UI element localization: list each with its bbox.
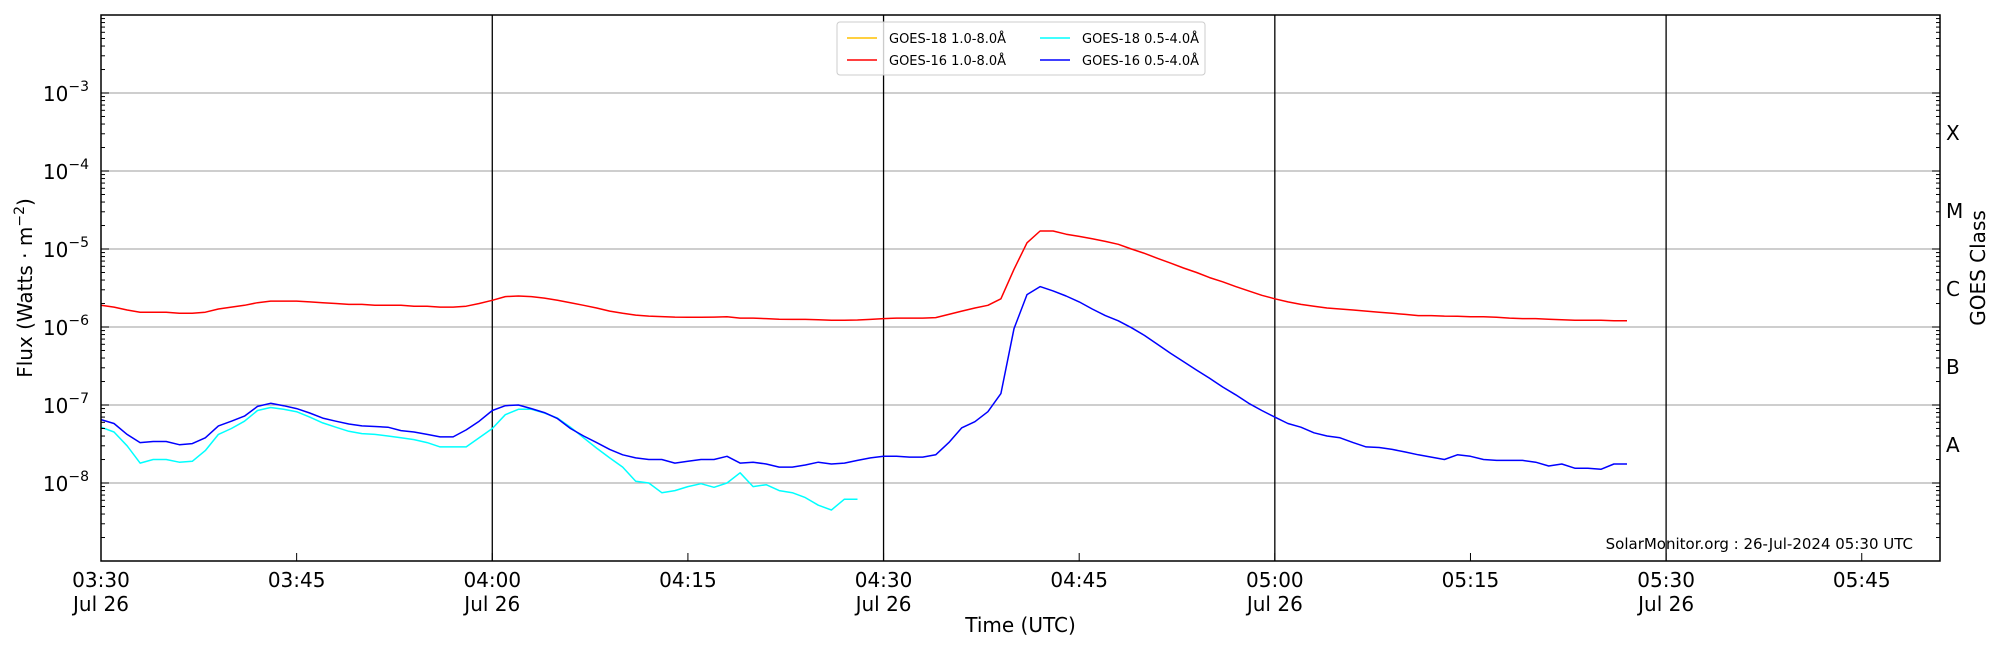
grid [101, 92, 1940, 484]
y-tick-base: 10 [43, 238, 68, 262]
x-tick-date: Jul 26 [854, 592, 912, 616]
x-tick-time: 04:30 [855, 568, 913, 592]
y-tick-base: 10 [43, 160, 68, 184]
x-tick-time: 05:00 [1246, 568, 1304, 592]
y-axis-label-main: Flux (Watts · m [13, 227, 37, 378]
y-tick-exponent: −7 [68, 391, 89, 407]
legend-entry: GOES-16 1.0-8.0Å [889, 53, 1006, 69]
y-tick-base: 10 [43, 316, 68, 340]
y-tick-label: 10−7 [43, 391, 89, 418]
legend-entry: GOES-16 0.5-4.0Å [1082, 53, 1199, 69]
y-tick-exponent: −5 [68, 235, 89, 251]
goes-class-label: M [1946, 199, 1963, 223]
goes-class-label: C [1946, 277, 1960, 301]
x-tick-time: 05:45 [1833, 568, 1891, 592]
x-tick-time: 05:30 [1637, 568, 1695, 592]
legend: GOES-18 1.0-8.0Å GOES-16 1.0-8.0Å GOES-18 … [836, 21, 1206, 76]
legend-entry: GOES-18 0.5-4.0Å [1082, 31, 1199, 47]
series-line-3 [100, 285, 1627, 471]
x-tick-date: Jul 26 [1245, 592, 1303, 616]
watermark: SolarMonitor.org : 26-Jul-2024 05:30 UTC [1606, 535, 1913, 553]
x-tick-time: 04:45 [1050, 568, 1108, 592]
x-tick-time: 04:15 [659, 568, 717, 592]
y-tick-exponent: −4 [68, 157, 89, 173]
y-tick-exponent: −3 [68, 79, 89, 95]
x-tick-time: 03:45 [268, 568, 326, 592]
series-line-1 [100, 230, 1627, 322]
goes-class-label: A [1946, 433, 1960, 457]
y-tick-label: 10−4 [43, 157, 89, 184]
x-tick-time: 04:00 [463, 568, 521, 592]
series-lines [100, 230, 1627, 511]
y-tick-label: 10−3 [43, 79, 89, 106]
y-tick-exponent: −6 [68, 313, 89, 329]
y-tick-base: 10 [43, 472, 68, 496]
x-tick-time: 05:15 [1442, 568, 1500, 592]
y-axis-label: Flux (Watts · m−2) [12, 198, 37, 378]
y-tick-base: 10 [43, 394, 68, 418]
x-tick-date: Jul 26 [71, 592, 129, 616]
x-tick-date: Jul 26 [1636, 592, 1694, 616]
series-line-2 [100, 406, 858, 511]
y-axis-label-close: ) [13, 198, 37, 206]
x-axis-label: Time (UTC) [964, 613, 1076, 637]
y-tick-exponent: −8 [68, 469, 89, 485]
goes-class-axis-label: GOES Class [1966, 210, 1990, 326]
y-axis-label-exp: −2 [12, 206, 28, 227]
legend-entry: GOES-18 1.0-8.0Å [889, 31, 1006, 47]
legend-box [836, 21, 1206, 76]
y-tick-base: 10 [43, 82, 68, 106]
x-tick-time: 03:30 [72, 568, 130, 592]
day-markers [491, 15, 1667, 561]
plot-frame [100, 14, 1941, 562]
y-tick-label: 10−5 [43, 235, 89, 262]
x-tick-date: Jul 26 [462, 592, 520, 616]
goes-class-label: B [1946, 355, 1960, 379]
goes-class-label: X [1946, 121, 1960, 145]
y-tick-label: 10−8 [43, 469, 89, 496]
y-tick-label: 10−6 [43, 313, 89, 340]
